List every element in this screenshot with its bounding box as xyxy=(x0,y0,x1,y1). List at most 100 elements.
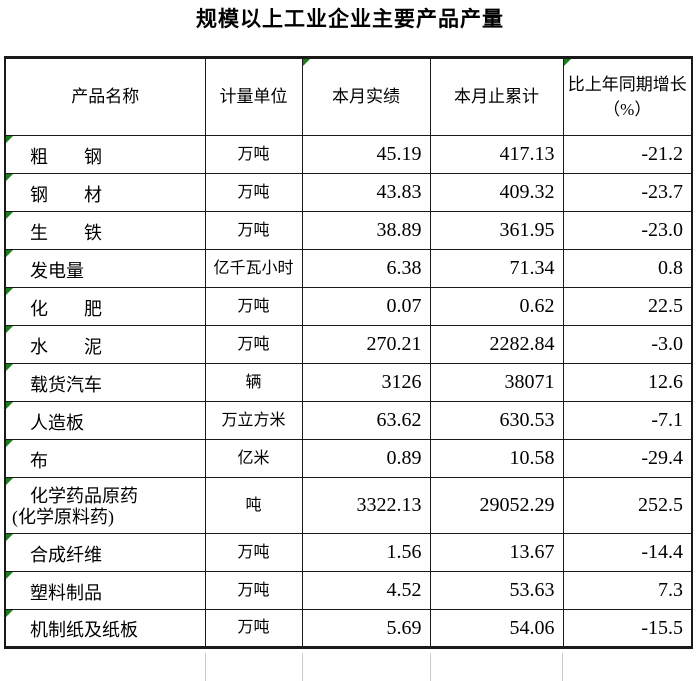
unit-cell: 万吨 xyxy=(204,571,303,610)
col-header-product: 产品名称 xyxy=(4,57,206,136)
cell-flag-icon xyxy=(6,534,13,541)
cell-flag-icon xyxy=(6,402,13,409)
cell-flag-icon xyxy=(6,364,13,371)
month-actual-cell: 0.07 xyxy=(301,287,431,326)
yoy-cell: -7.1 xyxy=(562,401,693,440)
table-row: 布 亿米 0.89 10.58 -29.4 xyxy=(4,439,693,478)
month-actual-cell: 6.38 xyxy=(301,249,431,288)
product-name-cell: 化学药品原药 (化学原料药) xyxy=(4,477,206,534)
product-name: 发电量 xyxy=(30,261,84,282)
yoy-cell: -3.0 xyxy=(562,325,693,364)
product-name: 化学药品原药 xyxy=(30,485,138,506)
col-header-month-actual: 本月实绩 xyxy=(301,57,431,136)
yoy-cell: -14.4 xyxy=(562,533,693,572)
col-header-yoy-line1: 比上年同期增长 xyxy=(567,74,687,94)
cell-flag-icon xyxy=(6,136,13,143)
month-actual-cell: 3322.13 xyxy=(301,477,431,534)
header-row: 产品名称 计量单位 本月实绩 本月止累计 比上年同期增长 （%） xyxy=(4,57,693,136)
yoy-cell: 7.3 xyxy=(562,571,693,610)
cell-flag-icon xyxy=(6,610,13,617)
col-header-unit: 计量单位 xyxy=(204,57,303,136)
unit-cell: 万吨 xyxy=(204,325,303,364)
month-actual-cell: 38.89 xyxy=(301,211,431,250)
cell-flag-icon xyxy=(6,174,13,181)
product-name-cell: 钢 材 xyxy=(4,173,206,212)
yoy-cell: -15.5 xyxy=(562,609,693,648)
product-name: 生 铁 xyxy=(30,223,102,244)
unit-cell: 万吨 xyxy=(204,211,303,250)
yoy-cell: -29.4 xyxy=(562,439,693,478)
unit-cell: 吨 xyxy=(204,477,303,534)
cumulative-cell: 13.67 xyxy=(429,533,564,572)
month-actual-cell: 5.69 xyxy=(301,609,431,648)
product-name-line2: (化学原料药) xyxy=(12,507,114,528)
gridline xyxy=(302,653,303,681)
cumulative-cell: 630.53 xyxy=(429,401,564,440)
gridline xyxy=(205,653,206,681)
product-name-cell: 化 肥 xyxy=(4,287,206,326)
col-header-product-label: 产品名称 xyxy=(71,87,140,107)
col-header-yoy-growth: 比上年同期增长 （%） xyxy=(562,57,693,136)
table-row: 载货汽车 辆 3126 38071 12.6 xyxy=(4,363,693,402)
table-row: 钢 材 万吨 43.83 409.32 -23.7 xyxy=(4,173,693,212)
cell-flag-icon xyxy=(6,326,13,333)
col-header-month-actual-label: 本月实绩 xyxy=(332,87,400,107)
cell-flag-icon xyxy=(6,478,13,485)
unit-cell: 万吨 xyxy=(204,135,303,174)
page-title: 规模以上工业企业主要产品产量 xyxy=(196,7,504,31)
table-row: 生 铁 万吨 38.89 361.95 -23.0 xyxy=(4,211,693,250)
cumulative-cell: 409.32 xyxy=(429,173,564,212)
product-name: 载货汽车 xyxy=(30,375,102,396)
col-header-unit-label: 计量单位 xyxy=(219,87,288,107)
month-actual-cell: 270.21 xyxy=(301,325,431,364)
table-row: 塑料制品 万吨 4.52 53.63 7.3 xyxy=(4,571,693,610)
product-name-cell: 合成纤维 xyxy=(4,533,206,572)
yoy-cell: 22.5 xyxy=(562,287,693,326)
cumulative-cell: 53.63 xyxy=(429,571,564,610)
product-name-cell: 人造板 xyxy=(4,401,206,440)
col-header-cumulative: 本月止累计 xyxy=(429,57,564,136)
products-table: 产品名称 计量单位 本月实绩 本月止累计 比上年同期增长 （%） xyxy=(4,56,693,649)
unit-cell: 亿千瓦小时 xyxy=(204,249,303,288)
month-actual-cell: 0.89 xyxy=(301,439,431,478)
table-row: 化学药品原药 (化学原料药) 吨 3322.13 29052.29 252.5 xyxy=(4,477,693,534)
cell-flag-icon xyxy=(6,440,13,447)
unit-cell: 万吨 xyxy=(204,287,303,326)
cell-flag-icon xyxy=(303,59,310,66)
cell-flag-icon xyxy=(6,288,13,295)
table-row: 化 肥 万吨 0.07 0.62 22.5 xyxy=(4,287,693,326)
col-header-cumulative-label: 本月止累计 xyxy=(454,87,539,107)
product-name-cell: 机制纸及纸板 xyxy=(4,609,206,648)
cell-flag-icon xyxy=(6,572,13,579)
product-name-cell: 水 泥 xyxy=(4,325,206,364)
yoy-cell: 0.8 xyxy=(562,249,693,288)
unit-cell: 万吨 xyxy=(204,609,303,648)
gridline xyxy=(430,653,431,681)
product-name: 水 泥 xyxy=(30,337,102,358)
table-row: 发电量 亿千瓦小时 6.38 71.34 0.8 xyxy=(4,249,693,288)
month-actual-cell: 3126 xyxy=(301,363,431,402)
cumulative-cell: 54.06 xyxy=(429,609,564,648)
col-header-yoy-line2: （%） xyxy=(603,100,652,119)
yoy-cell: -21.2 xyxy=(562,135,693,174)
yoy-cell: 252.5 xyxy=(562,477,693,534)
cumulative-cell: 417.13 xyxy=(429,135,564,174)
cumulative-cell: 2282.84 xyxy=(429,325,564,364)
empty-gridlines-row xyxy=(0,653,700,681)
month-actual-cell: 4.52 xyxy=(301,571,431,610)
product-name: 塑料制品 xyxy=(30,583,102,604)
cumulative-cell: 71.34 xyxy=(429,249,564,288)
table-row: 水 泥 万吨 270.21 2282.84 -3.0 xyxy=(4,325,693,364)
cumulative-cell: 38071 xyxy=(429,363,564,402)
cumulative-cell: 361.95 xyxy=(429,211,564,250)
table-row: 合成纤维 万吨 1.56 13.67 -14.4 xyxy=(4,533,693,572)
cumulative-cell: 0.62 xyxy=(429,287,564,326)
product-name: 合成纤维 xyxy=(30,545,102,566)
product-name: 人造板 xyxy=(30,413,84,434)
product-name: 化 肥 xyxy=(30,299,102,320)
cell-flag-icon xyxy=(6,250,13,257)
unit-cell: 辆 xyxy=(204,363,303,402)
table-row: 机制纸及纸板 万吨 5.69 54.06 -15.5 xyxy=(4,609,693,648)
cell-flag-icon xyxy=(564,59,571,66)
